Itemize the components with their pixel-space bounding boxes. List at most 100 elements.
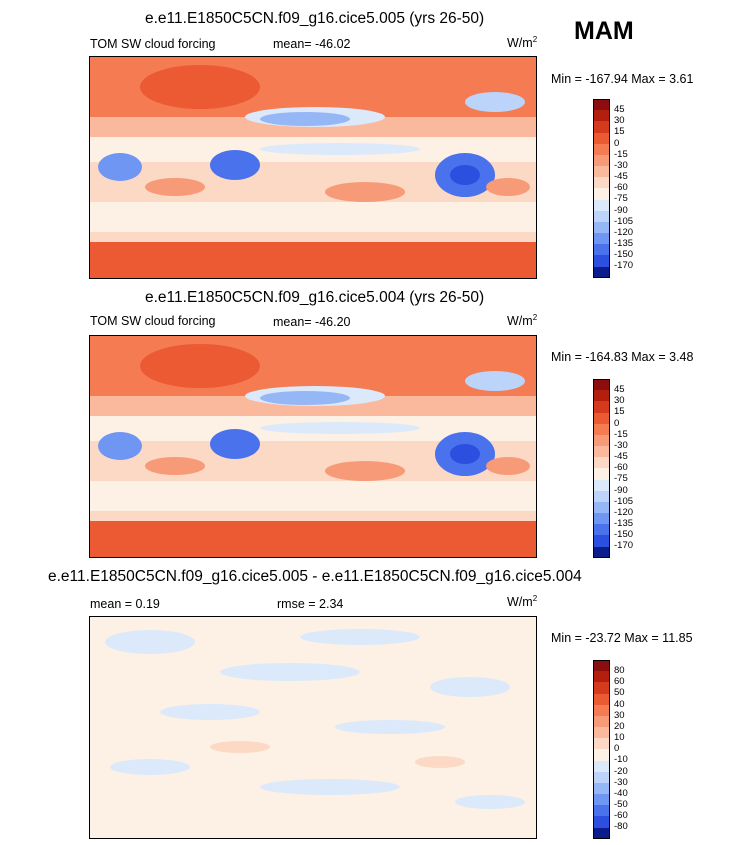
panel-3-title: e.e11.E1850C5CN.f09_g16.cice5.005 - e.e1…	[48, 568, 582, 585]
panel-2-colorbar-swatch	[593, 479, 610, 491]
panel-1-colorbar-tick-label: -90	[614, 204, 628, 216]
panel-2-colorbar-swatch	[593, 401, 610, 413]
panel-2-colorbar-swatch	[593, 379, 610, 391]
panel-1-colorbar-swatch	[593, 110, 610, 122]
panel-1-colorbar-tick-label: -75	[614, 193, 628, 205]
panel-1-colorbar-labels: 45 30 15 0 -15 -30 -45 -60 -75 -90 -105 -120 -135 -15…	[614, 104, 633, 272]
panel-1-map	[89, 56, 537, 279]
panel-3-colorbar-swatch	[593, 682, 610, 694]
panel-1-colorbar-swatch	[593, 132, 610, 144]
panel-3-colorbar-tick-label: 40	[614, 698, 625, 710]
panel-3-colorbar-tick-label: -50	[614, 799, 628, 811]
panel-2-colorbar-swatch	[593, 457, 610, 469]
panel-3-map	[89, 616, 537, 839]
panel-1-colorbar-tick-label: -30	[614, 159, 628, 171]
panel-1-colorbar-swatch	[593, 99, 610, 111]
panel-1-colorbar-swatch	[593, 266, 610, 278]
panel-2-colorbar-tick-label: -45	[614, 451, 628, 463]
panel-2-colorbar-tick-label: -120	[614, 506, 634, 518]
panel-3-colorbar-swatch	[593, 738, 610, 750]
panel-3-colorbar-tick-label: 20	[614, 720, 625, 732]
panel-3-colorbar-swatch	[593, 782, 610, 795]
panel-3-colorbar-tick-label: -10	[614, 754, 628, 766]
panel-2-variable-label: TOM SW cloud forcing	[90, 314, 216, 328]
panel-2-colorbar-tick-label: -150	[614, 529, 634, 541]
panel-1-colorbar-tick-label: 30	[614, 115, 625, 127]
panel-1-colorbar-swatch	[593, 233, 610, 245]
panel-3-colorbar-tick-label: 30	[614, 709, 625, 721]
panel-3-colorbar-swatch	[593, 805, 610, 817]
panel-3-colorbar-tick-label: -60	[614, 810, 628, 822]
panel-1-colorbar-tick-label: -170	[614, 260, 634, 272]
panel-2-colorbar-labels: 45 30 15 0 -15 -30 -45 -60 -75 -90 -105 -120 -135 -15…	[614, 384, 633, 552]
panel-3-rmse-label: rmse = 2.34	[277, 597, 344, 611]
panel-2-minmax: Min = -164.83 Max = 3.48	[551, 350, 694, 364]
panel-1-colorbar-tick-label: 0	[614, 137, 620, 149]
panel-3-colorbar-swatch	[593, 816, 610, 828]
panel-1-minmax: Min = -167.94 Max = 3.61	[551, 72, 694, 86]
panel-2-colorbar-swatch	[593, 412, 610, 424]
panel-3-colorbar-swatch	[593, 715, 610, 728]
panel-1-colorbar-swatch	[593, 244, 610, 256]
panel-1-colorbar-swatch	[593, 177, 610, 189]
panel-1-colorbar-tick-label: -150	[614, 249, 634, 261]
panel-3-colorbar-swatch	[593, 727, 610, 739]
panel-1-colorbar-swatch	[593, 221, 610, 234]
panel-2-colorbar-tick-label: -75	[614, 473, 628, 485]
panel-1-map-svg	[90, 57, 536, 278]
panel-3-colorbar-swatch	[593, 760, 610, 772]
panel-1-colorbar-tick-label: -135	[614, 238, 634, 250]
season-label: MAM	[574, 17, 634, 45]
panel-2-colorbar-swatch	[593, 446, 610, 458]
panel-2-colorbar-tick-label: -30	[614, 439, 628, 451]
panel-2-colorbar-swatch	[593, 501, 610, 514]
panel-2-colorbar-swatch	[593, 434, 610, 447]
panel-2-colorbar-tick-label: 15	[614, 406, 625, 418]
panel-3-colorbar	[593, 660, 610, 839]
panel-3-mean-label: mean = 0.19	[90, 597, 160, 611]
panel-1-mean-label: mean= -46.02	[273, 37, 351, 51]
panel-1-colorbar-tick-label: -105	[614, 215, 634, 227]
panel-2-colorbar-swatch	[593, 423, 610, 435]
panel-1-title: e.e11.E1850C5CN.f09_g16.cice5.005 (yrs 2…	[145, 10, 485, 27]
panel-1-colorbar	[593, 99, 610, 278]
panel-3-colorbar-labels: 80 60 50 40 30 20 10 0 -10 -20 -30 -40 -50 -60 -80	[614, 665, 628, 833]
panel-3-colorbar-swatch	[593, 704, 610, 716]
panel-3-colorbar-tick-label: 10	[614, 732, 625, 744]
panel-3-colorbar-swatch	[593, 671, 610, 683]
panel-2-colorbar-swatch	[593, 546, 610, 558]
panel-1-colorbar-tick-label: -120	[614, 226, 634, 238]
panel-1-colorbar-tick-label: -15	[614, 148, 628, 160]
panel-1-colorbar-swatch	[593, 255, 610, 267]
panel-1-colorbar-swatch	[593, 121, 610, 133]
panel-3-colorbar-swatch	[593, 794, 610, 806]
panel-2-colorbar-swatch	[593, 490, 610, 502]
panel-1-colorbar-swatch	[593, 166, 610, 178]
panel-3-colorbar-tick-label: 80	[614, 665, 625, 676]
panel-2-colorbar-swatch	[593, 513, 610, 525]
panel-1-colorbar-tick-label: -45	[614, 171, 628, 183]
panel-1-colorbar-tick-label: -60	[614, 182, 628, 194]
panel-2-colorbar-swatch	[593, 524, 610, 536]
panel-3-colorbar-swatch	[593, 749, 610, 761]
panel-2-map	[89, 335, 537, 558]
panel-2-colorbar-tick-label: 30	[614, 395, 625, 407]
panel-1-colorbar-swatch	[593, 188, 610, 200]
panel-1-colorbar-swatch	[593, 210, 610, 222]
panel-2-colorbar	[593, 379, 610, 558]
panel-2-colorbar-tick-label: 0	[614, 417, 620, 429]
panel-2-colorbar-swatch	[593, 468, 610, 480]
panel-1-colorbar-swatch	[593, 143, 610, 155]
panel-1-colorbar-swatch	[593, 154, 610, 167]
panel-3-colorbar-tick-label: 60	[614, 676, 625, 688]
panel-3-units: W/m2	[507, 594, 538, 610]
panel-2-units: W/m2	[507, 313, 538, 329]
panel-3-map-svg	[90, 617, 536, 838]
panel-1-units: W/m2	[507, 35, 538, 51]
panel-3-colorbar-swatch	[593, 660, 610, 672]
panel-3-colorbar-swatch	[593, 827, 610, 839]
panel-3-colorbar-tick-label: -40	[614, 787, 628, 799]
panel-3-colorbar-swatch	[593, 771, 610, 783]
panel-1-colorbar-swatch	[593, 199, 610, 211]
panel-2-title: e.e11.E1850C5CN.f09_g16.cice5.004 (yrs 2…	[145, 289, 485, 306]
